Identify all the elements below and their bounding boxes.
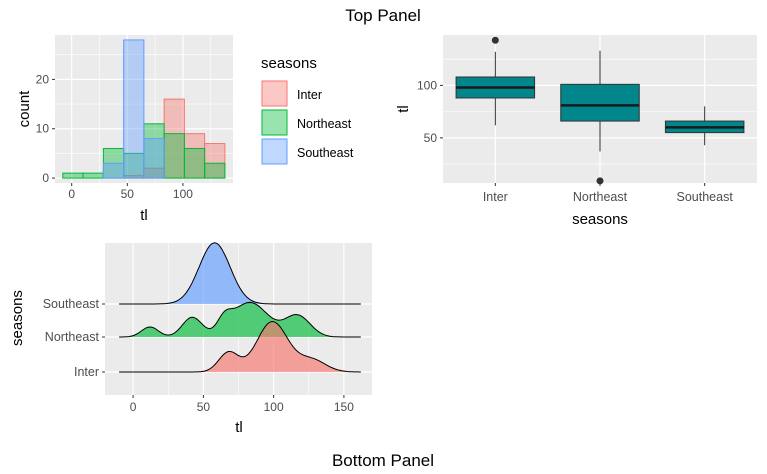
legend-label-southeast: Southeast bbox=[297, 146, 354, 160]
ridge-area-northeast bbox=[119, 302, 361, 337]
legend-label-inter: Inter bbox=[297, 88, 322, 102]
ridge-x-tick-label: 0 bbox=[130, 400, 137, 414]
hist-y-tick-label: 10 bbox=[36, 122, 50, 136]
hist-bar-northeast bbox=[183, 147, 206, 179]
legend-key-inter bbox=[261, 80, 288, 107]
hist-x-tick-label: 100 bbox=[173, 187, 193, 201]
box-x-tick-label: Southeast bbox=[677, 190, 734, 204]
hist-x-tick-label: 0 bbox=[68, 187, 75, 201]
hist-y-tick-label: 20 bbox=[36, 72, 50, 86]
ridge-area-southeast bbox=[119, 242, 361, 304]
hist-bar-southeast bbox=[102, 162, 125, 179]
hist-bar-northeast bbox=[62, 172, 84, 179]
box-y-axis-title: tl bbox=[395, 105, 412, 113]
ridge-x-tick-label: 100 bbox=[264, 400, 284, 414]
box-outlier bbox=[596, 177, 604, 185]
ridge-x-tick-label: 150 bbox=[334, 400, 354, 414]
ridge-x-axis-title: tl bbox=[235, 419, 243, 436]
ridge-line-northeast bbox=[119, 301, 361, 338]
bottom-panel-title: Bottom Panel bbox=[331, 451, 435, 470]
box-x-tick-label: Northeast bbox=[573, 190, 628, 204]
hist-bar-northeast bbox=[163, 133, 185, 179]
hist-y-tick-label: 0 bbox=[42, 171, 49, 185]
box-y-tick-label: 50 bbox=[424, 131, 438, 145]
box-outlier bbox=[491, 36, 499, 44]
hist-y-axis-title: count bbox=[16, 90, 33, 128]
box-x-axis-title: seasons bbox=[572, 211, 628, 228]
ridge-y-tick-label: Inter bbox=[74, 365, 99, 379]
box-y-tick-label: 100 bbox=[417, 78, 437, 92]
legend-key-northeast bbox=[261, 109, 288, 136]
hist-x-tick-label: 50 bbox=[121, 187, 135, 201]
hist-legend-title: seasons bbox=[261, 55, 317, 72]
hist-bar-southeast bbox=[143, 138, 165, 179]
hist-bar-northeast bbox=[82, 172, 104, 179]
box-x-tick-label: Inter bbox=[483, 190, 508, 204]
hist-bar-northeast bbox=[204, 162, 226, 179]
hist-x-axis-title: tl bbox=[140, 207, 148, 224]
ridge-x-tick-label: 50 bbox=[197, 400, 211, 414]
ridge-line-southeast bbox=[119, 242, 361, 305]
ridge-y-tick-label: Southeast bbox=[43, 297, 100, 311]
legend-label-northeast: Northeast bbox=[297, 117, 352, 131]
top-panel-title: Top Panel bbox=[345, 6, 421, 25]
ridge-line-inter bbox=[119, 320, 361, 373]
ridge-area-inter bbox=[119, 321, 361, 372]
ridge-y-axis-title: seasons bbox=[9, 290, 26, 346]
hist-bar-southeast bbox=[123, 39, 145, 179]
box-iqr bbox=[560, 83, 640, 122]
legend-key-southeast bbox=[261, 138, 288, 165]
ridge-y-tick-label: Northeast bbox=[45, 330, 100, 344]
